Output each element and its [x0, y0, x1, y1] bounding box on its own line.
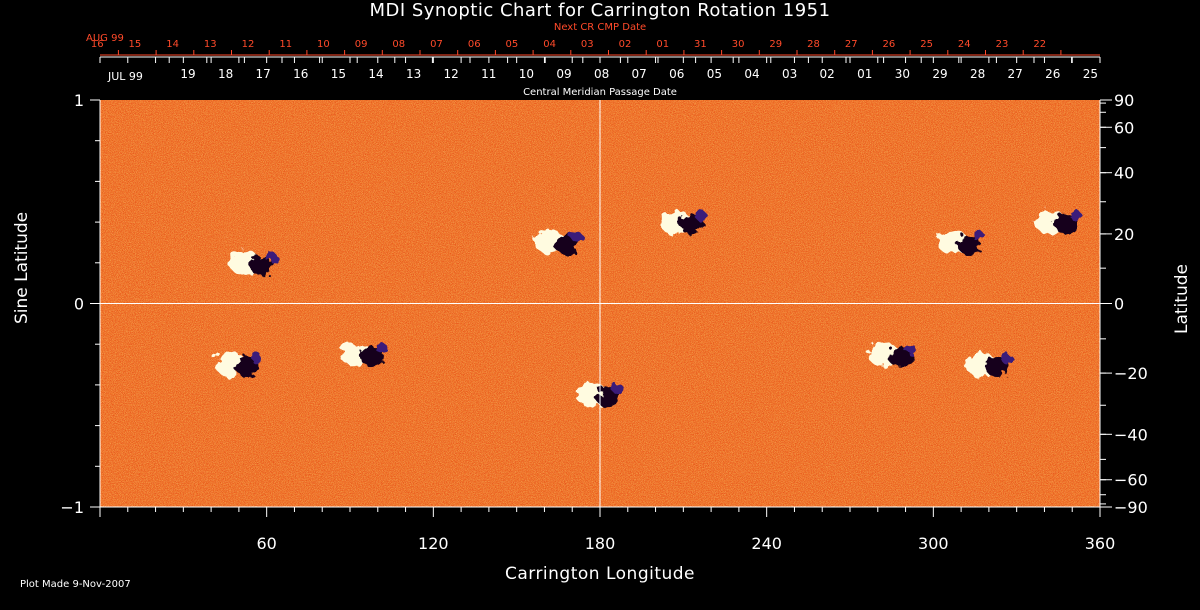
- next-cr-date: 14: [166, 39, 179, 50]
- next-cr-date: 07: [430, 39, 443, 50]
- negative-halo: [973, 231, 986, 242]
- next-cr-date: 11: [279, 39, 292, 50]
- cmp-date: 13: [406, 67, 421, 81]
- next-cr-date: 22: [1033, 39, 1046, 50]
- x-tick-label: 240: [751, 534, 782, 553]
- cmp-date: 28: [970, 67, 985, 81]
- y2-tick-label: −40: [1114, 425, 1148, 444]
- x-tick-label: 180: [585, 534, 616, 553]
- negative-halo: [903, 343, 916, 354]
- next-cr-month-label: AUG 99: [86, 33, 124, 44]
- next-cr-date: 09: [355, 39, 368, 50]
- negative-halo: [250, 353, 263, 364]
- next-cr-date: 30: [732, 39, 745, 50]
- cmp-month-label: JUL 99: [107, 70, 143, 83]
- x-tick-label: 120: [418, 534, 449, 553]
- chart-title: MDI Synoptic Chart for Carrington Rotati…: [369, 0, 831, 21]
- next-cr-date: 29: [769, 39, 782, 50]
- next-cr-date: 01: [656, 39, 669, 50]
- negative-halo: [612, 384, 624, 395]
- cmp-date: 27: [1008, 67, 1023, 81]
- cmp-date: 11: [481, 67, 496, 81]
- next-cr-axis-label: Next CR CMP Date: [553, 22, 647, 33]
- active-region: [1034, 210, 1083, 235]
- y-axis-label: Sine Latitude: [12, 211, 32, 324]
- y-tick-label: 0: [74, 295, 84, 314]
- active-region: [214, 352, 263, 377]
- cmp-date: 01: [857, 67, 872, 81]
- cmp-date: 09: [556, 67, 571, 81]
- active-region: [867, 342, 916, 367]
- next-cr-date: 26: [883, 39, 896, 50]
- negative-halo: [375, 343, 388, 354]
- cmp-date: 03: [782, 67, 797, 81]
- active-region: [964, 352, 1013, 377]
- negative-halo: [1070, 211, 1083, 222]
- cmp-date: 19: [180, 67, 195, 81]
- y2-axis-label: Latitude: [1172, 264, 1192, 334]
- y2-tick-label: −60: [1114, 471, 1148, 490]
- cmp-axis-label: Central Meridian Passage Date: [523, 87, 677, 98]
- next-cr-date: 16: [91, 39, 104, 50]
- active-region: [339, 342, 388, 367]
- cmp-date: 06: [669, 67, 684, 81]
- active-region: [534, 230, 583, 255]
- next-cr-date: 05: [506, 39, 519, 50]
- y2-tick-label: −20: [1114, 364, 1148, 383]
- next-cr-date: 03: [581, 39, 594, 50]
- next-cr-date: 02: [619, 39, 632, 50]
- cmp-date: 17: [256, 67, 271, 81]
- y-tick-label: −1: [60, 498, 84, 517]
- active-region: [659, 210, 708, 235]
- next-cr-date: 27: [845, 39, 858, 50]
- cmp-date: 16: [293, 67, 308, 81]
- cmp-date: 25: [1083, 67, 1098, 81]
- next-cr-date: 25: [920, 39, 933, 50]
- cmp-date: 04: [744, 67, 759, 81]
- cmp-date: 14: [368, 67, 383, 81]
- cmp-date: 30: [895, 67, 910, 81]
- cmp-date: 08: [594, 67, 609, 81]
- cmp-date: 26: [1045, 67, 1060, 81]
- x-axis-label: Carrington Longitude: [504, 564, 696, 584]
- x-tick-label: 300: [918, 534, 949, 553]
- next-cr-date: 08: [392, 39, 405, 50]
- negative-halo: [1000, 353, 1013, 364]
- y2-tick-label: 90: [1114, 91, 1134, 110]
- negative-halo: [264, 251, 277, 262]
- next-cr-date: 28: [807, 39, 820, 50]
- x-tick-label: 360: [1085, 534, 1116, 553]
- y-tick-label: 1: [74, 91, 84, 110]
- next-cr-date: 10: [317, 39, 330, 50]
- next-cr-date: 24: [958, 39, 971, 50]
- y2-tick-label: 20: [1114, 225, 1134, 244]
- next-cr-date: 23: [996, 39, 1009, 50]
- cmp-date: 12: [444, 67, 459, 81]
- cmp-date: 18: [218, 67, 233, 81]
- active-region: [937, 230, 986, 255]
- y2-tick-label: 40: [1114, 164, 1134, 183]
- next-cr-date: 04: [543, 39, 556, 50]
- next-cr-date: 15: [129, 39, 142, 50]
- cmp-date: 15: [331, 67, 346, 81]
- cmp-date: 29: [932, 67, 947, 81]
- cmp-date: 05: [707, 67, 722, 81]
- cmp-date: 10: [519, 67, 534, 81]
- active-region: [228, 250, 277, 275]
- next-cr-date: 06: [468, 39, 481, 50]
- negative-halo: [695, 211, 708, 222]
- cmp-date: 07: [632, 67, 647, 81]
- next-cr-date: 13: [204, 39, 217, 50]
- x-tick-label: 60: [256, 534, 276, 553]
- y2-tick-label: 60: [1114, 118, 1134, 137]
- plot-made-footer: Plot Made 9-Nov-2007: [20, 579, 131, 590]
- next-cr-date: 31: [694, 39, 707, 50]
- y2-tick-label: −90: [1114, 498, 1148, 517]
- y2-tick-label: 0: [1114, 295, 1124, 314]
- next-cr-date: 12: [242, 39, 255, 50]
- negative-halo: [570, 231, 583, 242]
- cmp-date: 02: [820, 67, 835, 81]
